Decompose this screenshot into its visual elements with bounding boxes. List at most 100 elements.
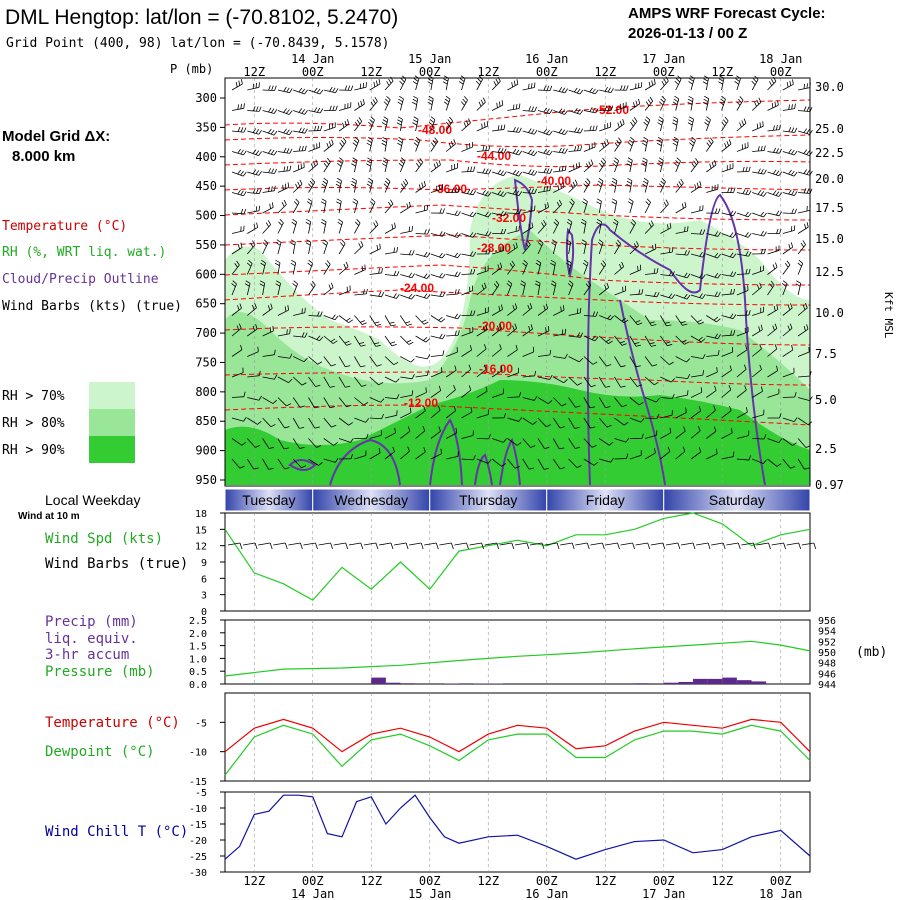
wind-barb: [520, 280, 526, 296]
wind-barb: [721, 139, 732, 152]
pressure-line: [224, 640, 811, 677]
wind-barb: [492, 124, 506, 132]
wind-barb: [752, 211, 767, 218]
wind-barb: [706, 315, 721, 323]
wind-barb: [706, 231, 721, 237]
wind-barb: [476, 324, 488, 337]
wind-barb: [706, 426, 717, 439]
wind-barb: [427, 95, 434, 111]
y-tick-label: -15: [189, 777, 207, 788]
wind-barb: [492, 412, 506, 419]
hour-tick-label: 12Z: [477, 874, 499, 888]
wind-barb: [782, 148, 798, 156]
wind-barb: [338, 137, 347, 152]
kft-tick-label: 15.0: [815, 232, 844, 246]
wind-barb: [690, 370, 705, 378]
wind-barb: [383, 95, 391, 111]
wind-barb: [537, 128, 553, 136]
wind-barb: [752, 265, 764, 275]
wind-barb: [767, 458, 782, 467]
wind-barb: [384, 199, 394, 214]
wind-barb: [797, 259, 804, 275]
wind-barb: [675, 407, 687, 419]
y2-tick-label: 952: [818, 637, 836, 648]
surface-wind-barb: [560, 542, 575, 550]
wind-barb: [323, 356, 336, 367]
wind-barb: [721, 288, 735, 296]
wind-barb: [767, 344, 778, 357]
surface-wind-barb: [378, 542, 394, 550]
wind-barb: [308, 311, 323, 317]
wind10m-label: Wind at 10 m: [18, 511, 80, 522]
wind-barb: [445, 116, 453, 132]
wind-barb: [369, 291, 385, 298]
hour-tick-label: 12Z: [360, 65, 382, 79]
wind-barb: [507, 242, 518, 255]
wind-barb: [415, 158, 424, 173]
wind-barb: [721, 330, 736, 337]
temp-label: -28.00: [477, 241, 511, 255]
wind-barb: [338, 438, 354, 443]
wind-barb: [366, 177, 374, 193]
wind-barb: [553, 147, 568, 154]
wind-barb: [689, 136, 696, 152]
wind-barb: [659, 95, 666, 111]
wind-barb: [629, 433, 644, 439]
wind-barb: [445, 365, 457, 378]
wind-barb: [308, 335, 324, 342]
wind-barb: [721, 365, 732, 378]
wind-barb: [719, 95, 726, 111]
weekday-name: Saturday: [709, 492, 765, 508]
wind-barb: [690, 180, 702, 193]
wind-barb: [400, 407, 412, 419]
wind-barb: [339, 85, 354, 91]
wind-barb: [690, 205, 704, 214]
wind-barb: [782, 303, 793, 316]
y-tick-label: 2.0: [189, 629, 207, 640]
wind-barb: [491, 280, 500, 296]
wind-barb: [522, 222, 534, 234]
wind-barb: [231, 367, 244, 378]
wind-barb: [629, 264, 642, 275]
wind-barb: [736, 189, 752, 196]
pressure-tick-label: 300: [195, 91, 217, 105]
wind-barb: [262, 202, 274, 214]
wind-barb: [461, 251, 477, 257]
wind-barb: [262, 349, 276, 357]
wind-barb: [736, 385, 747, 398]
wind-barb: [277, 147, 293, 154]
wind-barb: [596, 198, 602, 214]
temp-label: -52.00: [595, 103, 629, 117]
wind-barb: [537, 202, 549, 214]
wind-barb: [767, 245, 780, 255]
wind-barb: [583, 142, 596, 152]
wind-barb: [430, 252, 446, 259]
kft-tick-label: 5.0: [815, 393, 837, 407]
wind-barb: [583, 311, 599, 317]
wind-barb: [323, 260, 331, 275]
surface-wind-barb: [590, 542, 605, 550]
wind-barb: [598, 335, 613, 344]
wind-barb: [491, 190, 507, 197]
date-tick-label: 17 Jan: [642, 887, 685, 900]
wind-barb: [537, 107, 553, 114]
wind-barb: [507, 169, 523, 177]
surface-wind-barb: [741, 542, 756, 550]
wind-barb: [384, 270, 400, 277]
temp-label: -24.00: [400, 281, 434, 295]
wind-barb: [537, 220, 547, 234]
wind-barb: [430, 159, 441, 173]
wind-barb: [614, 119, 625, 132]
wind-chill-panel: -5 -10 -15 -20 -25 -30: [189, 788, 811, 879]
wind-barb: [767, 280, 775, 296]
surface-wind-barb: [303, 542, 318, 550]
wind-barb: [627, 136, 635, 152]
wind-barb: [293, 145, 307, 152]
surface-wind-barb: [575, 542, 590, 550]
wind-barb: [354, 240, 364, 255]
rh90-swatch: [89, 436, 135, 463]
isotherm-40: [224, 184, 811, 191]
wind-barb: [262, 128, 278, 136]
wind-barb: [721, 271, 737, 277]
surface-wind-barb: [243, 542, 258, 550]
